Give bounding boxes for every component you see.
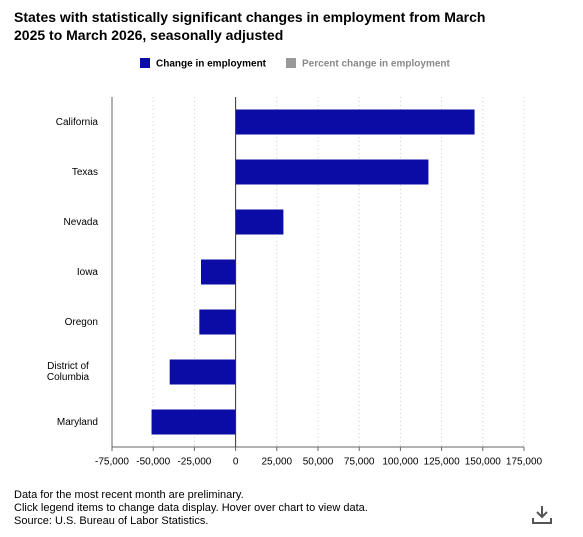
category-label: California <box>55 116 98 128</box>
y-tick-label: Oregon <box>10 297 98 347</box>
footnote: Source: U.S. Bureau of Labor Statistics. <box>14 515 209 527</box>
x-tick-label: 50,000 <box>303 457 334 468</box>
legend-swatch[interactable] <box>140 58 150 68</box>
x-tick-label: 125,000 <box>424 457 461 468</box>
y-tick-label: Maryland <box>10 397 98 447</box>
footnote: Data for the most recent month are preli… <box>14 489 244 501</box>
category-label: Iowa <box>76 266 98 278</box>
y-tick-label: District of Columbia <box>10 347 98 397</box>
bar[interactable] <box>235 109 475 135</box>
bar[interactable] <box>151 409 236 435</box>
x-tick-label: -25,000 <box>177 457 211 468</box>
x-tick-label: 100,000 <box>382 457 419 468</box>
footnote: Click legend items to change data displa… <box>14 502 368 514</box>
category-label: Texas <box>71 166 98 178</box>
legend-label[interactable]: Percent change in employment <box>302 59 450 70</box>
y-tick-label: Texas <box>10 147 98 197</box>
bar[interactable] <box>200 259 236 285</box>
x-tick-label: 25,000 <box>262 457 293 468</box>
category-label: Oregon <box>64 316 98 328</box>
chart-title: States with statistically significant ch… <box>14 9 486 43</box>
x-tick-label: 0 <box>233 457 239 468</box>
category-label: Nevada <box>63 216 98 228</box>
y-tick-label: Iowa <box>10 247 98 297</box>
x-tick-label: 175,000 <box>506 457 543 468</box>
category-label: Maryland <box>56 416 98 428</box>
x-tick-label: -75,000 <box>95 457 129 468</box>
download-icon[interactable] <box>532 506 552 524</box>
y-tick-label: Nevada <box>10 197 98 247</box>
x-tick-label: 75,000 <box>344 457 375 468</box>
bar[interactable] <box>169 359 236 385</box>
bar[interactable] <box>235 159 429 185</box>
bar[interactable] <box>199 309 236 335</box>
category-label: District of Columbia <box>46 361 90 383</box>
x-tick-label: 150,000 <box>465 457 502 468</box>
x-tick-label: -50,000 <box>136 457 170 468</box>
legend-swatch[interactable] <box>286 58 297 68</box>
bar[interactable] <box>235 209 284 235</box>
y-tick-label: California <box>10 97 98 147</box>
legend-label[interactable]: Change in employment <box>156 59 267 70</box>
